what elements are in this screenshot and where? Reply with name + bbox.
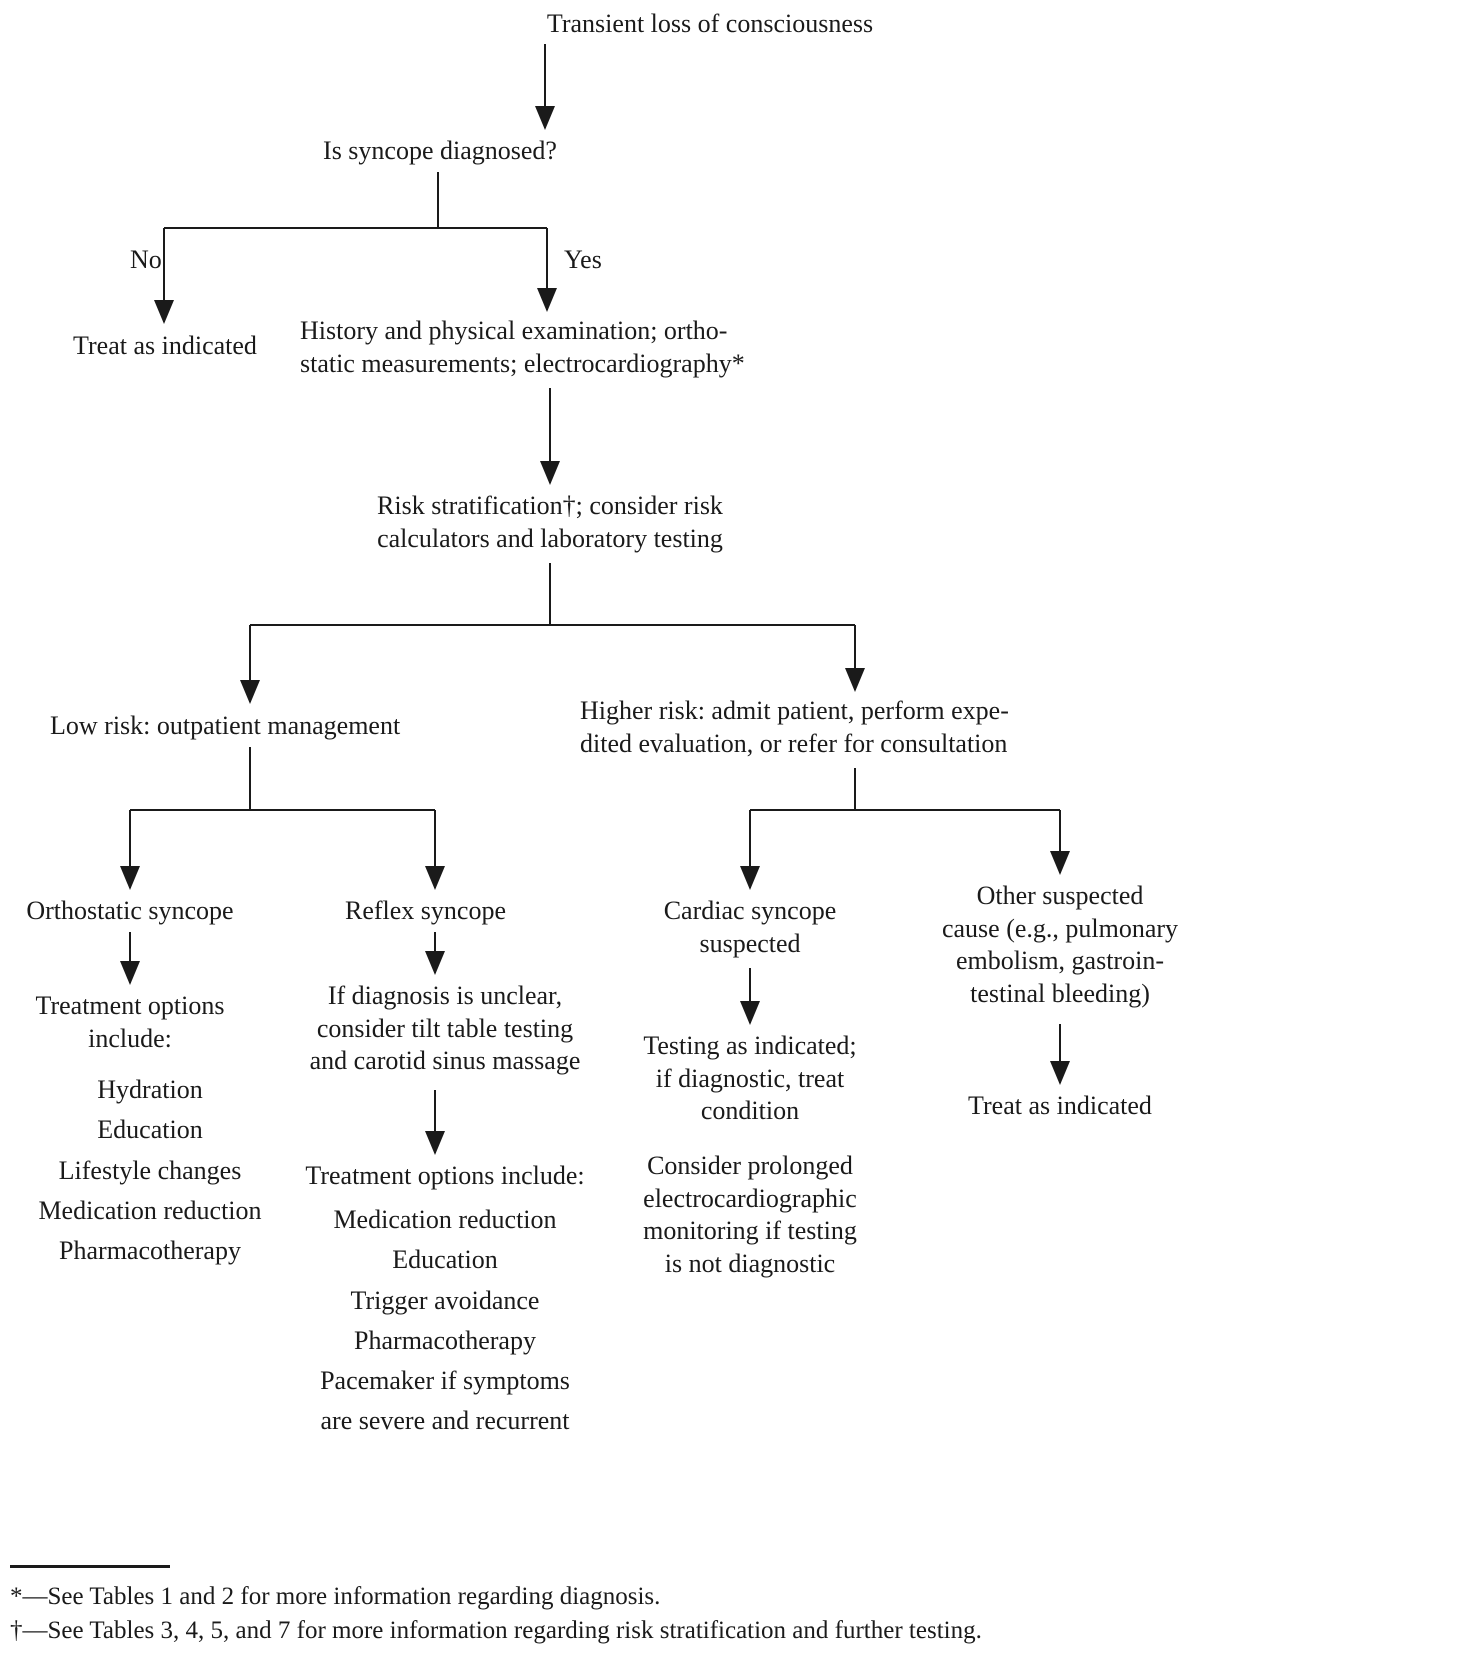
node-reflex-unclear: If diagnosis is unclear,consider tilt ta… xyxy=(280,980,610,1078)
list-item: Medication reduction xyxy=(10,1191,290,1231)
footnote-rule xyxy=(10,1565,170,1568)
node-ortho-tx-list: HydrationEducationLifestyle changesMedic… xyxy=(10,1070,290,1271)
node-root: Transient loss of consciousness xyxy=(530,8,890,41)
list-item: Pharmacotherapy xyxy=(280,1321,610,1361)
node-reflex-tx-header: Treatment options include: xyxy=(275,1160,615,1193)
list-item: Hydration xyxy=(10,1070,290,1110)
node-risk: Risk stratification†; consider riskcalcu… xyxy=(340,490,760,555)
edges-svg xyxy=(0,0,1475,1670)
list-item: Pacemaker if symptomsare severe and recu… xyxy=(280,1361,610,1442)
list-item: Education xyxy=(10,1110,290,1150)
list-item: Lifestyle changes xyxy=(10,1151,290,1191)
node-cardiac-test: Testing as indicated;if diagnostic, trea… xyxy=(625,1030,875,1128)
list-item: Education xyxy=(280,1240,610,1280)
list-item: Pharmacotherapy xyxy=(10,1231,290,1271)
node-ortho-tx-header: Treatment optionsinclude: xyxy=(10,990,250,1055)
node-other-cause: Other suspectedcause (e.g., pulmonaryemb… xyxy=(920,880,1200,1010)
node-no-treat: Treat as indicated xyxy=(50,330,280,363)
node-reflex: Reflex syncope xyxy=(345,895,525,928)
footnote-2: †—See Tables 3, 4, 5, and 7 for more inf… xyxy=(10,1614,1410,1648)
node-low-risk: Low risk: outpatient management xyxy=(50,710,450,743)
node-yes-eval: History and physical examination; ortho-… xyxy=(300,315,820,380)
node-reflex-tx-list: Medication reductionEducationTrigger avo… xyxy=(280,1200,610,1442)
node-cardiac: Cardiac syncopesuspected xyxy=(630,895,870,960)
node-other-treat: Treat as indicated xyxy=(945,1090,1175,1123)
node-orthostatic: Orthostatic syncope xyxy=(10,895,250,928)
edge-label-no: No xyxy=(130,244,162,277)
node-q1: Is syncope diagnosed? xyxy=(300,135,580,168)
node-high-risk: Higher risk: admit patient, perform expe… xyxy=(580,695,1100,760)
list-item: Medication reduction xyxy=(280,1200,610,1240)
flowchart-canvas: Transient loss of consciousness Is synco… xyxy=(0,0,1475,1670)
node-cardiac-monitor: Consider prolongedelectrocardiographicmo… xyxy=(610,1150,890,1280)
footnote-1: *—See Tables 1 and 2 for more informatio… xyxy=(10,1580,1410,1614)
edge-label-yes: Yes xyxy=(564,244,602,277)
list-item: Trigger avoidance xyxy=(280,1281,610,1321)
